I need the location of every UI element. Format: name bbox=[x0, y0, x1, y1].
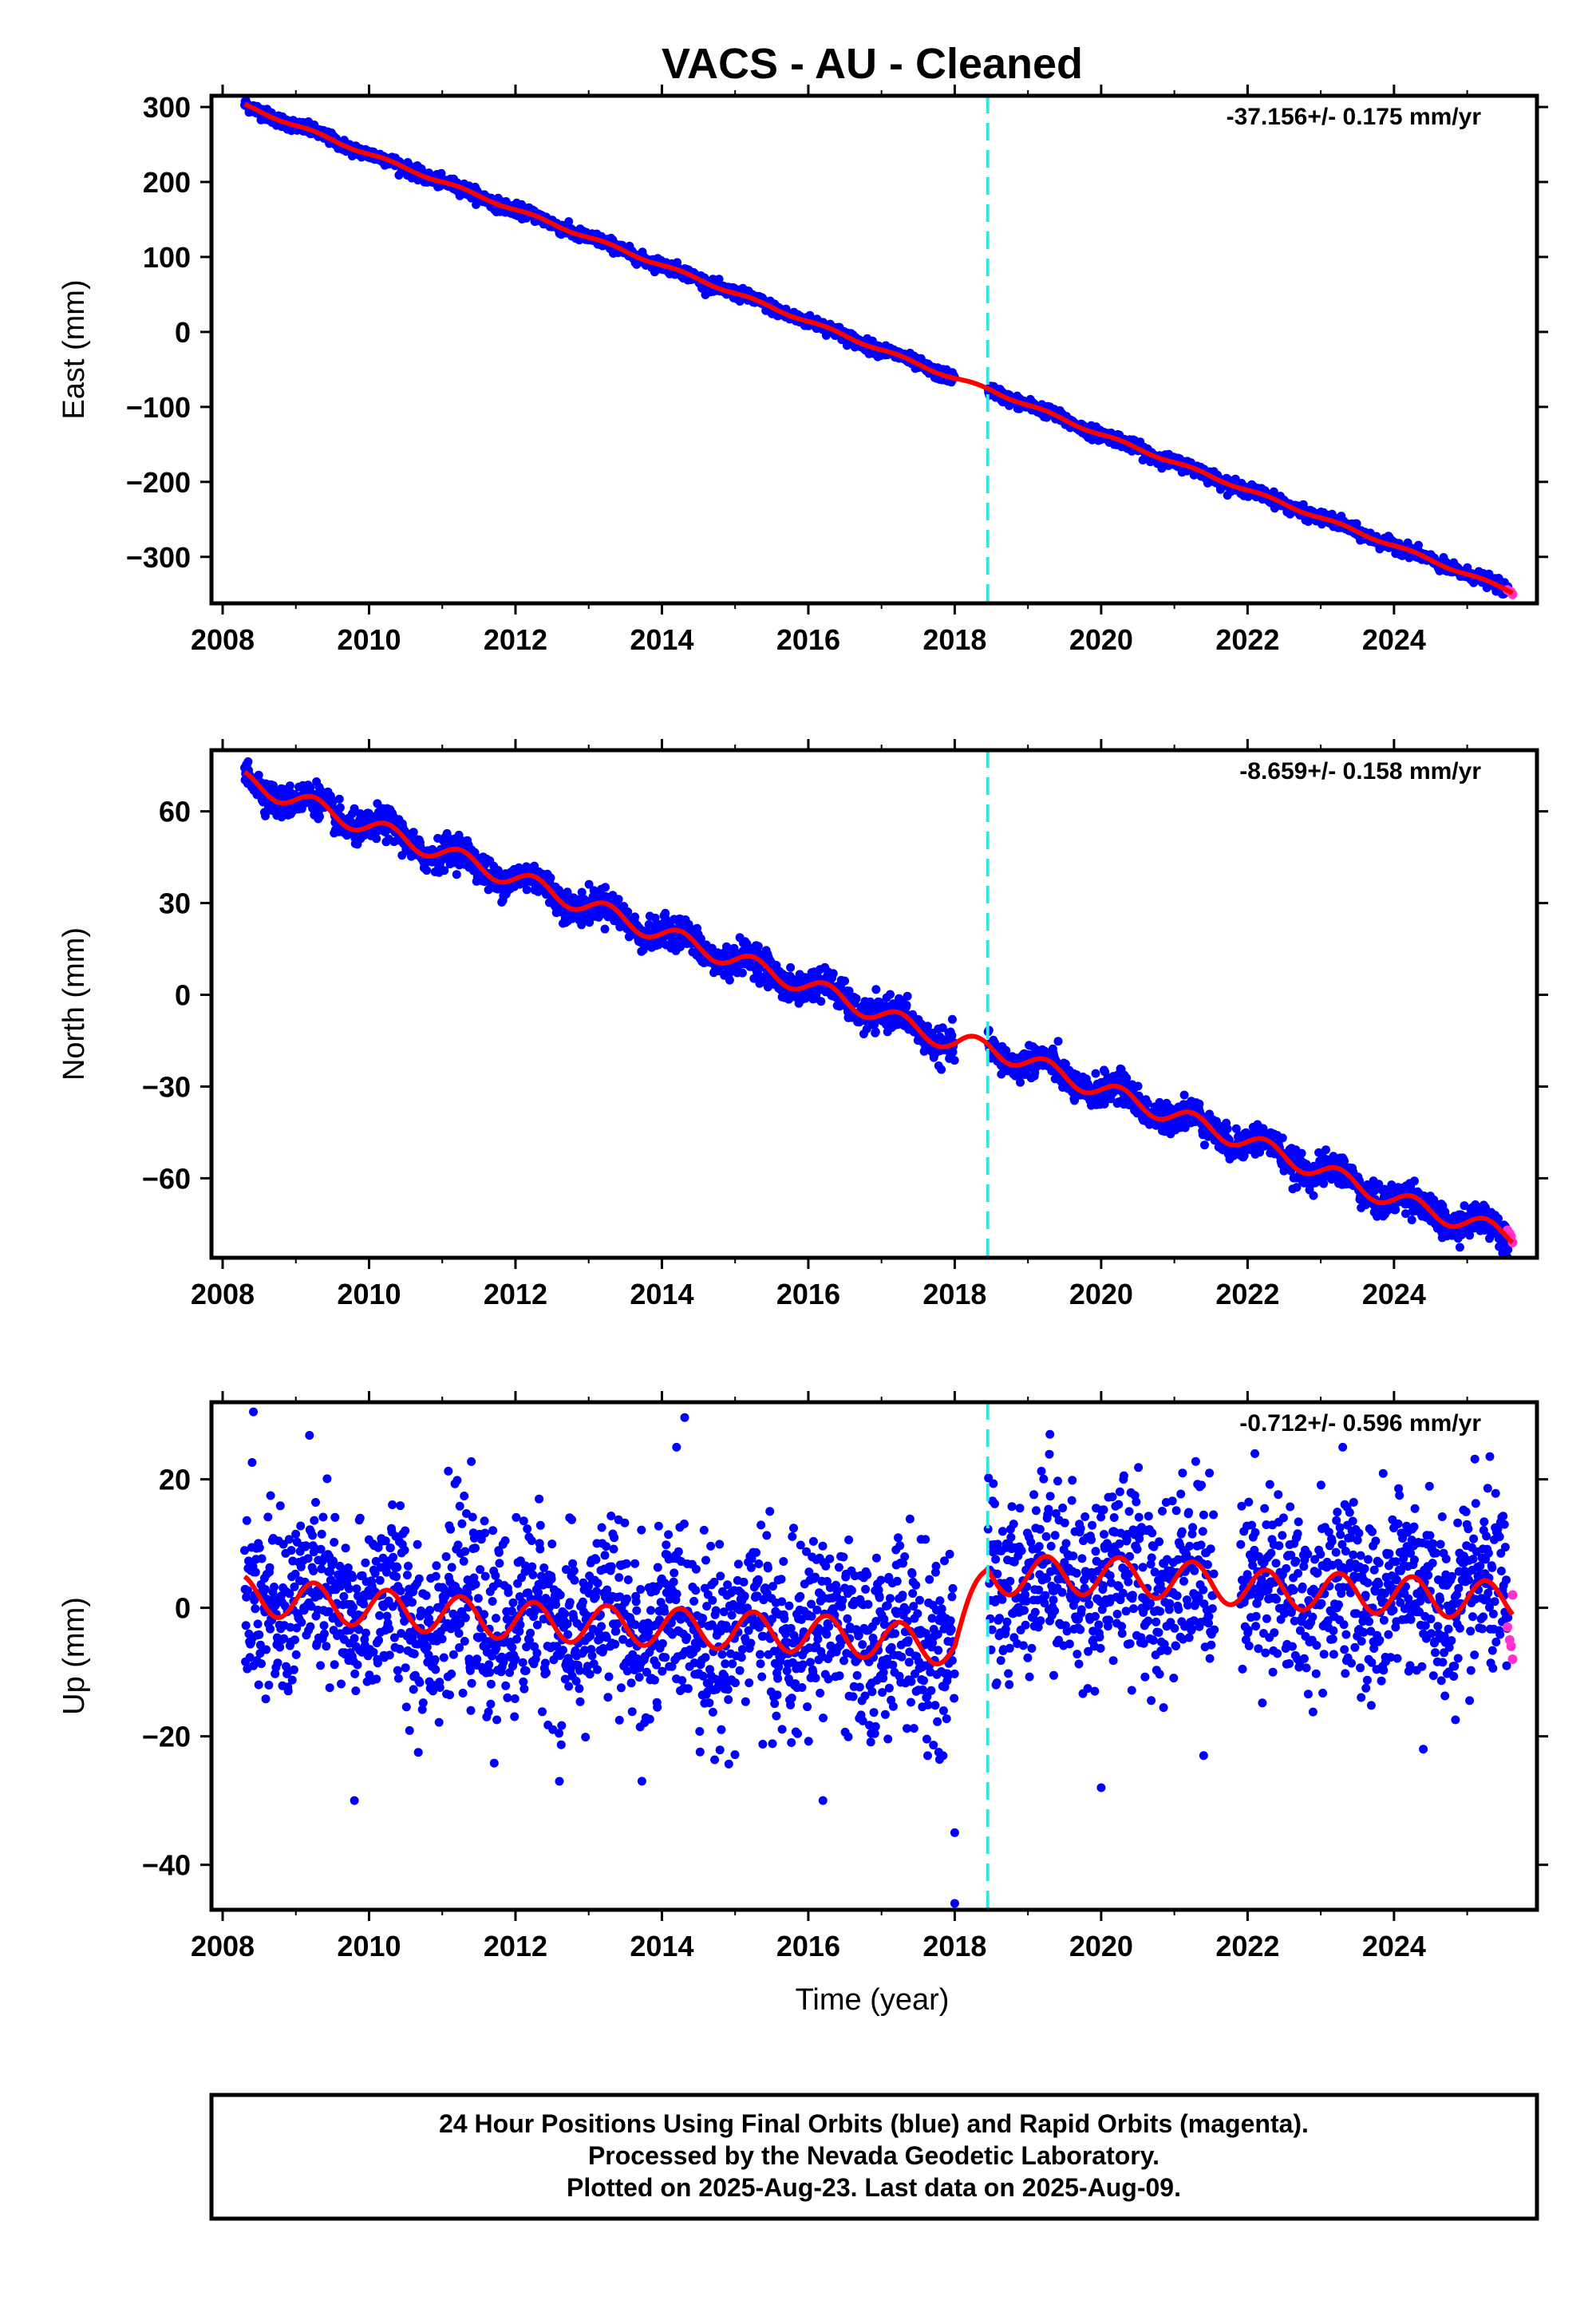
data-point bbox=[243, 757, 252, 766]
data-point bbox=[601, 883, 610, 891]
data-point bbox=[725, 976, 734, 985]
data-point bbox=[315, 812, 324, 821]
x-tick-label: 2016 bbox=[776, 623, 840, 656]
east-rate-label: -37.156+/- 0.175 mm/yr bbox=[1227, 104, 1482, 130]
x-tick-label: 2024 bbox=[1362, 623, 1426, 656]
data-point bbox=[623, 907, 632, 916]
data-point bbox=[335, 795, 344, 804]
x-tick-label: 2010 bbox=[337, 623, 401, 656]
data-point bbox=[738, 969, 747, 978]
data-point bbox=[871, 985, 880, 994]
y-tick-label: 300 bbox=[143, 91, 191, 124]
data-point bbox=[786, 963, 795, 972]
data-point bbox=[852, 994, 861, 1003]
data-point bbox=[422, 866, 431, 875]
x-tick-label: 2014 bbox=[630, 623, 693, 656]
data-point bbox=[840, 977, 849, 986]
data-point bbox=[614, 895, 623, 903]
data-point bbox=[1016, 1078, 1025, 1087]
data-point bbox=[1092, 1069, 1100, 1078]
data-point bbox=[937, 1065, 946, 1074]
data-point bbox=[630, 912, 639, 921]
north-plot-area bbox=[240, 757, 1517, 1261]
east-plot-area bbox=[240, 96, 1517, 599]
data-point bbox=[816, 997, 825, 1006]
data-point bbox=[886, 990, 895, 999]
data-point bbox=[1054, 1037, 1063, 1045]
data-point bbox=[754, 942, 763, 951]
data-point bbox=[871, 1028, 880, 1037]
data-point bbox=[829, 969, 838, 978]
data-point bbox=[1195, 1100, 1203, 1109]
data-point bbox=[1200, 1140, 1209, 1149]
y-tick-label: 100 bbox=[143, 241, 191, 274]
data-point bbox=[948, 1015, 957, 1024]
data-point bbox=[547, 874, 555, 883]
data-point bbox=[1134, 1082, 1143, 1091]
data-point bbox=[452, 870, 461, 879]
x-tick-label: 2020 bbox=[1069, 623, 1133, 656]
x-tick-label: 2008 bbox=[191, 623, 255, 656]
data-point bbox=[1223, 1124, 1232, 1133]
y-tick-label: 200 bbox=[143, 166, 191, 199]
y-tick-label: −200 bbox=[126, 466, 191, 499]
data-point bbox=[336, 804, 345, 812]
east-y-axis-label: East (mm) bbox=[57, 279, 91, 419]
y-tick-label: 0 bbox=[175, 316, 191, 349]
data-point bbox=[903, 1001, 911, 1010]
y-tick-label: −100 bbox=[126, 391, 191, 424]
data-point bbox=[903, 992, 912, 1001]
data-point bbox=[255, 771, 263, 780]
data-point bbox=[601, 925, 610, 934]
north-final-orbit-points bbox=[240, 757, 1512, 1261]
x-tick-label: 2018 bbox=[922, 623, 986, 656]
figure-title: VACS - AU - Cleaned bbox=[662, 40, 1083, 88]
east-panel: 2008 2010 2012 2014 2016 2018 2020 2022 2024 −300… bbox=[57, 85, 1548, 656]
x-tick-label: 2012 bbox=[484, 623, 547, 656]
data-point bbox=[1180, 1091, 1189, 1100]
x-tick-label: 2022 bbox=[1215, 623, 1279, 656]
data-point bbox=[950, 1056, 959, 1065]
data-point bbox=[523, 885, 531, 894]
y-tick-label: −300 bbox=[126, 541, 191, 574]
